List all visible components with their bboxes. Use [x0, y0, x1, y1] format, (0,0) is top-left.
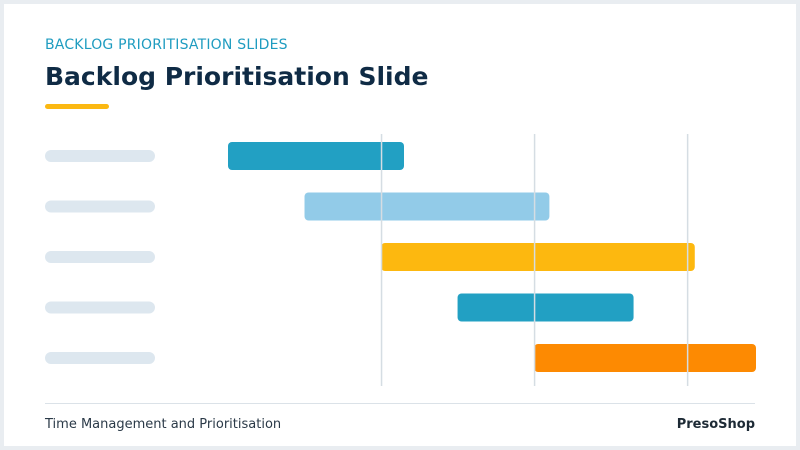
slide-kicker: BACKLOG PRIORITISATION SLIDES — [45, 37, 288, 53]
row-label-placeholder — [45, 150, 155, 162]
row-label-placeholder — [45, 352, 155, 364]
gantt-bar-4 — [457, 293, 634, 322]
gantt-bar-1 — [228, 142, 404, 170]
title-underline — [45, 104, 109, 109]
row-label-placeholder — [45, 301, 155, 314]
row-label-placeholder — [45, 251, 155, 263]
row-labels — [45, 150, 155, 364]
footer-divider — [45, 403, 755, 404]
gantt-bars — [228, 142, 756, 372]
footer-brand: PresoShop — [676, 417, 755, 432]
gantt-bar-3 — [381, 243, 695, 271]
gridlines — [380, 134, 689, 386]
row-label-placeholder — [45, 200, 155, 213]
slide-title: Backlog Prioritisation Slide — [45, 62, 429, 91]
gantt-chart — [45, 134, 756, 386]
footer-topic: Time Management and Prioritisation — [45, 417, 282, 432]
slide: BACKLOG PRIORITISATION SLIDES Backlog Pr… — [4, 4, 796, 446]
gantt-bar-2 — [304, 192, 550, 221]
gantt-bar-5 — [534, 344, 756, 372]
